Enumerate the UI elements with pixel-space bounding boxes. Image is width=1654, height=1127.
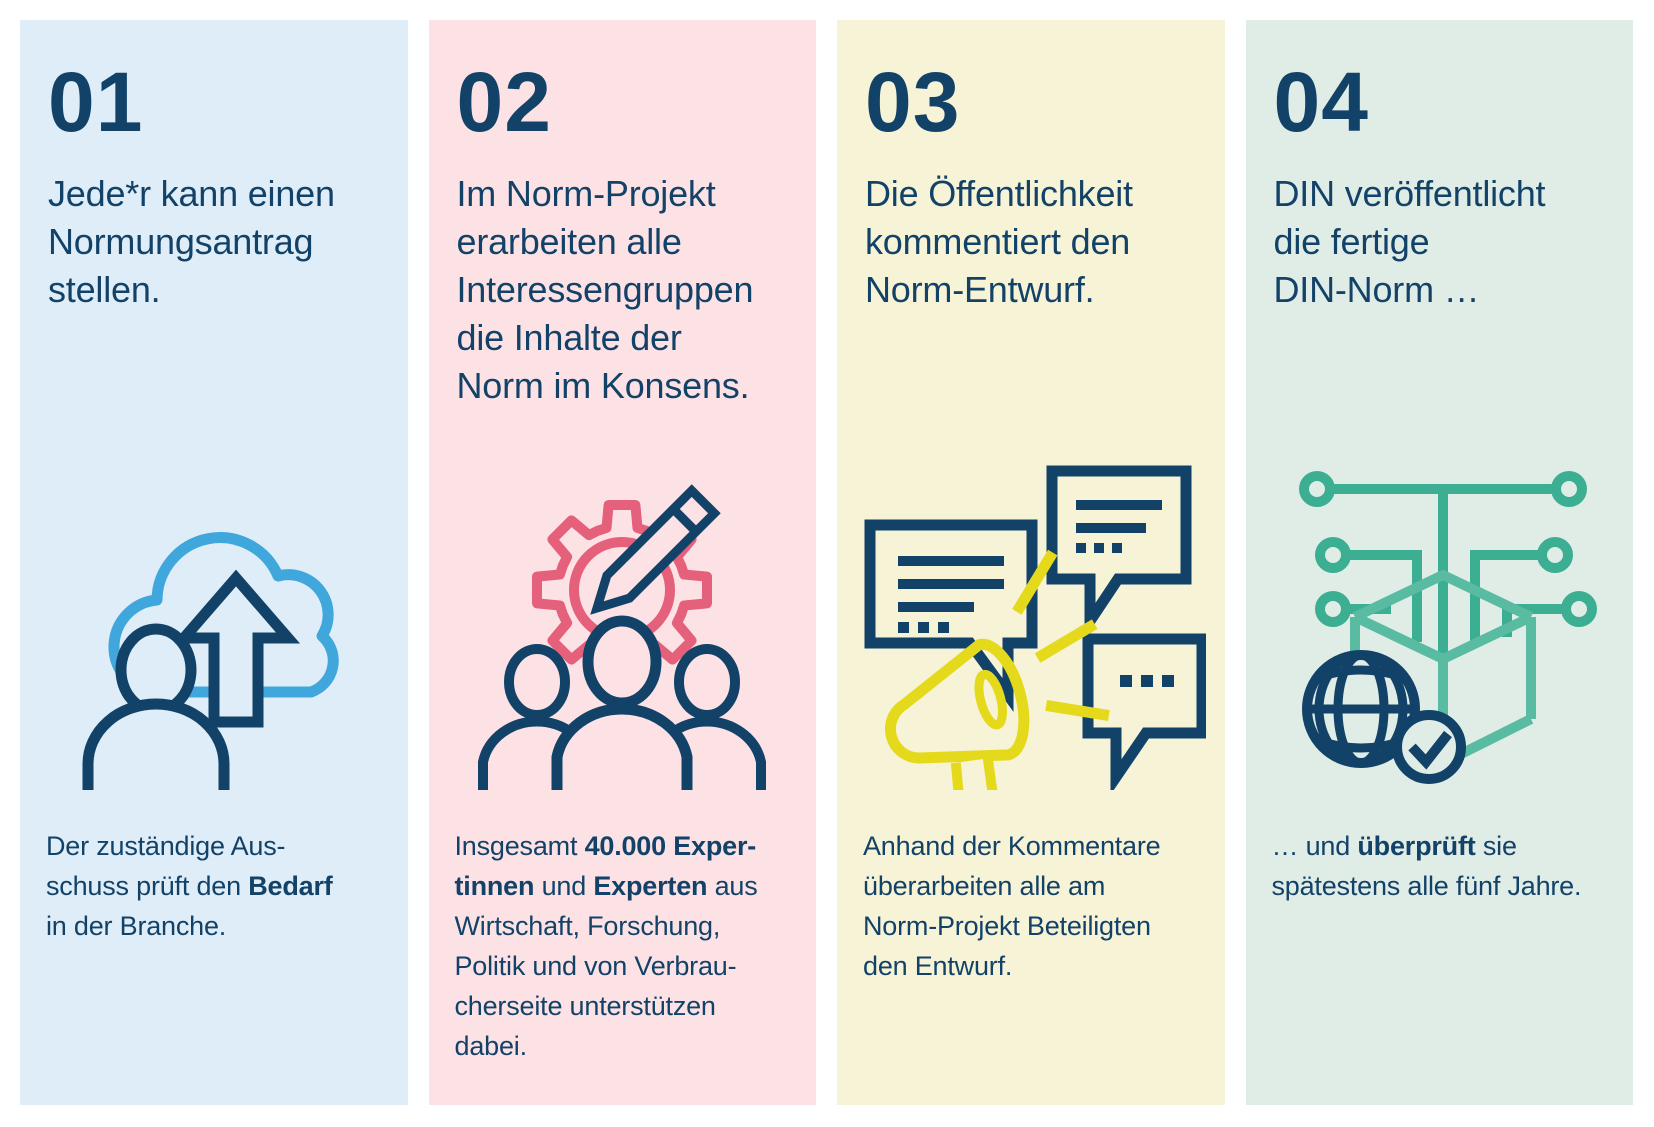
person-cloud-upload-icon bbox=[82, 532, 339, 790]
step-icon-area bbox=[837, 457, 1225, 790]
step-card-04: 04 DIN veröffentlicht die fertige DIN-No… bbox=[1245, 20, 1634, 1105]
speech-bubble-right bbox=[1082, 633, 1206, 790]
step-icon-area bbox=[20, 457, 408, 790]
pencil-icon bbox=[590, 484, 721, 615]
megaphone-comments-icon bbox=[864, 465, 1206, 790]
step-headline: DIN veröffentlicht die fertige DIN-Norm … bbox=[1273, 173, 1546, 310]
step-number: 04 bbox=[1273, 55, 1369, 149]
step-number: 01 bbox=[48, 55, 144, 149]
people-group bbox=[478, 615, 767, 790]
upload-arrow-icon bbox=[171, 569, 300, 728]
step-number: 03 bbox=[865, 55, 961, 149]
speech-bubble-top bbox=[1046, 465, 1192, 640]
step-card-01: 01 Jede*r kann einen Normungsantrag stel… bbox=[20, 20, 408, 1105]
step-card-03: 03 Die Öffentlichkeit kommentiert den No… bbox=[837, 20, 1225, 1105]
step-headline: Im Norm-Projekt erarbeiten alle Interess… bbox=[456, 173, 754, 406]
check-badge-icon bbox=[1392, 710, 1467, 784]
step-description: Der zuständige Aus- schuss prüft den Bed… bbox=[46, 831, 333, 941]
step-headline: Jede*r kann einen Normungsantrag stellen… bbox=[48, 173, 335, 310]
step-description: Insgesamt 40.000 Exper- tinnen und Exper… bbox=[454, 831, 758, 1061]
step-description: … und überprüft sie spätestens alle fünf… bbox=[1271, 831, 1582, 901]
step-icon-area bbox=[429, 457, 817, 790]
step-description: Anhand der Kommentare überarbeiten alle … bbox=[863, 831, 1161, 981]
step-card-02: 02 Im Norm-Projekt erarbeiten alle Inter… bbox=[428, 20, 817, 1105]
box-circuit-globe-icon bbox=[1299, 471, 1598, 784]
circuit-traces bbox=[1299, 471, 1598, 665]
megaphone-icon bbox=[884, 549, 1110, 790]
globe-icon bbox=[1302, 650, 1421, 768]
step-headline: Die Öffentlichkeit kommentiert den Norm-… bbox=[865, 173, 1133, 310]
person-silhouette bbox=[82, 623, 230, 790]
step-icon-area bbox=[1246, 457, 1634, 790]
sound-rays bbox=[1011, 549, 1110, 722]
cloud-shape bbox=[108, 532, 339, 698]
people-gear-pencil-icon bbox=[478, 484, 767, 790]
step-number: 02 bbox=[456, 55, 552, 149]
